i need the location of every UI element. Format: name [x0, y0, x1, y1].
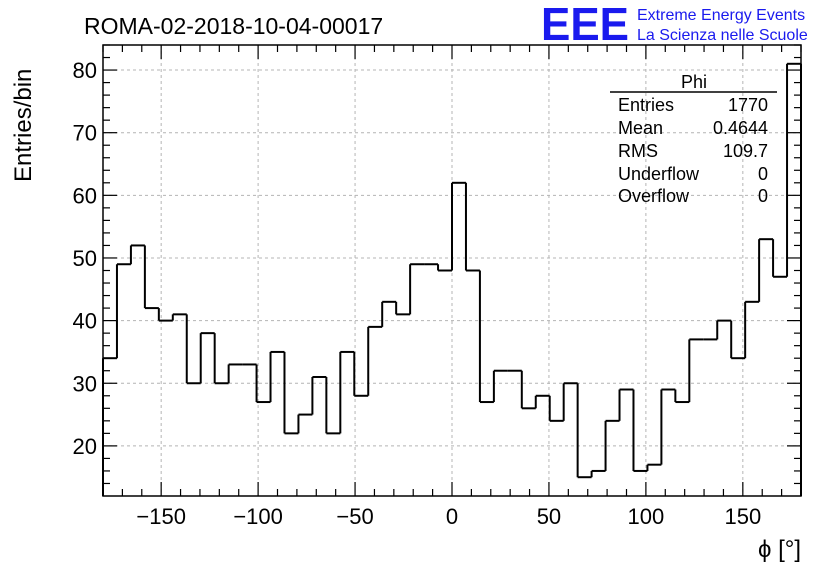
y-tick-label: 70 [73, 121, 97, 146]
chart-title: ROMA-02-2018-10-04-00017 [84, 13, 383, 39]
x-tick-label: −50 [336, 504, 373, 529]
stats-label-rms: RMS [618, 141, 658, 161]
y-axis-label: Entries/bin [10, 69, 37, 182]
y-tick-label: 80 [73, 58, 97, 83]
x-tick-label: 100 [628, 504, 665, 529]
y-tick-label: 20 [73, 434, 97, 459]
eee-logo-line1: Extreme Energy Events [637, 7, 805, 24]
stats-box: Phi Entries 1770 Mean 0.4644 RMS 109.7 U… [610, 72, 777, 206]
eee-logo-line2: La Scienza nelle Scuole [637, 27, 808, 44]
stats-value-rms: 109.7 [723, 141, 768, 161]
y-tick-label: 50 [73, 246, 97, 271]
x-tick-label: 50 [537, 504, 561, 529]
y-tick-label: 60 [73, 183, 97, 208]
x-axis-label: ϕ [°] [758, 536, 801, 563]
axes: −150 −100 −50 0 50 100 150 20 30 40 50 60 70 80 [73, 44, 802, 529]
stats-label-mean: Mean [618, 118, 663, 138]
x-tick-label: 0 [446, 504, 458, 529]
stats-value-underflow: 0 [758, 164, 768, 184]
x-tick-label: −100 [233, 504, 283, 529]
stats-title: Phi [681, 72, 707, 92]
eee-logo: EEE Extreme Energy Events La Scienza nel… [541, 0, 808, 50]
stats-value-entries: 1770 [728, 95, 768, 115]
x-tick-label: 150 [724, 504, 761, 529]
stats-label-underflow: Underflow [618, 164, 700, 184]
eee-logo-mark: EEE [541, 0, 629, 50]
stats-value-mean: 0.4644 [713, 118, 768, 138]
y-tick-label: 30 [73, 371, 97, 396]
stats-label-overflow: Overflow [618, 186, 690, 206]
stats-label-entries: Entries [618, 95, 674, 115]
y-tick-label: 40 [73, 309, 97, 334]
stats-value-overflow: 0 [758, 186, 768, 206]
x-tick-label: −150 [136, 504, 186, 529]
